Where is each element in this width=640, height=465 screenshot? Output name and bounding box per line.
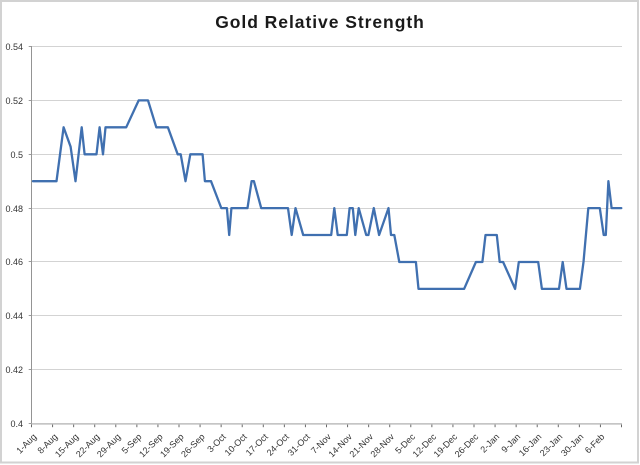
svg-text:0.42: 0.42 [5,365,23,375]
svg-text:0.44: 0.44 [5,311,23,321]
svg-text:0.46: 0.46 [5,257,23,267]
svg-text:0.48: 0.48 [5,204,23,214]
svg-text:0.54: 0.54 [5,42,23,52]
svg-text:0.5: 0.5 [10,150,23,160]
svg-text:0.52: 0.52 [5,96,23,106]
svg-text:Gold Relative Strength: Gold Relative Strength [215,12,425,32]
svg-text:0.4: 0.4 [10,419,23,429]
